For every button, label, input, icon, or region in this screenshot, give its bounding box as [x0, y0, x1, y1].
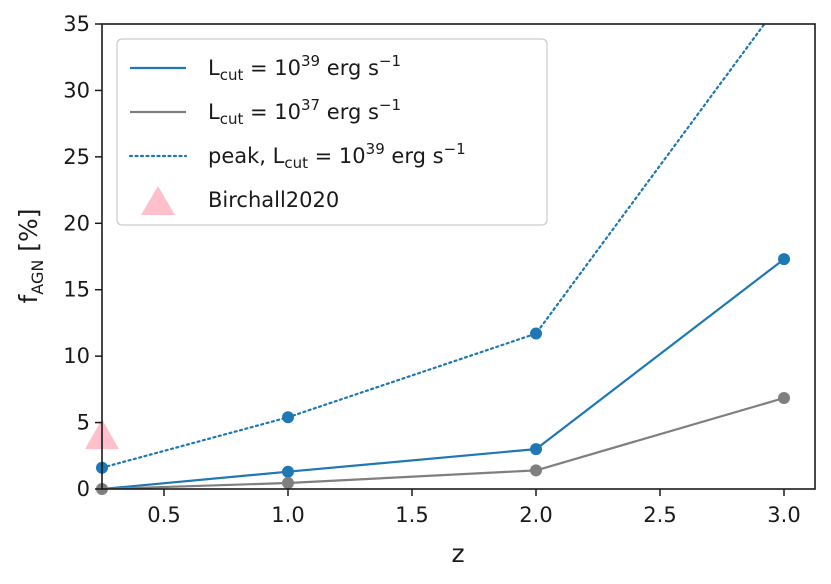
x-tick-label: 3.0	[767, 503, 800, 527]
x-tick-label: 1.0	[271, 503, 304, 527]
x-tick-label: 2.5	[643, 503, 676, 527]
y-axis-label-main: f	[14, 294, 43, 304]
plot-frame	[101, 23, 816, 490]
legend-entry-birchall: Birchall2020	[208, 188, 339, 212]
data-point-peak39	[530, 327, 542, 340]
data-point-lcut37	[778, 391, 790, 404]
y-tick-label: 15	[63, 278, 90, 302]
legend-entry-lcut37: Lcut = 1037 erg s−1	[208, 96, 401, 128]
y-tick-label: 0	[77, 477, 90, 501]
legend-box	[116, 38, 548, 226]
data-point-lcut39	[530, 443, 542, 456]
data-point-lcut39	[282, 465, 294, 478]
series-line-lcut37	[102, 396, 785, 489]
y-axis: 0 5 10 15 20 25 30 35	[63, 12, 102, 501]
x-tick-label: 2.0	[519, 503, 552, 527]
y-tick-label: 10	[63, 344, 90, 368]
x-axis: 0.5 1.0 1.5 2.0 2.5 3.0	[147, 489, 801, 527]
y-axis-label-sub: AGN	[28, 260, 47, 295]
legend: Lcut = 1039 erg s−1 Lcut = 1037 erg s−1 …	[116, 38, 548, 226]
y-tick-label: 5	[77, 411, 90, 435]
x-tick-label: 1.5	[395, 503, 428, 527]
y-tick-label: 35	[63, 12, 90, 36]
y-axis-label-rest: [%]	[14, 208, 43, 259]
series-line-peak39	[102, 24, 766, 469]
y-tick-label: 20	[63, 211, 90, 235]
y-tick-label: 25	[63, 145, 90, 169]
data-point-lcut37	[530, 464, 542, 477]
y-axis-label: fAGN [%]	[14, 208, 47, 303]
data-point-peak39	[282, 411, 294, 424]
series-line-lcut39	[102, 258, 785, 489]
legend-entry-peak39: peak, Lcut = 1039 erg s−1	[208, 140, 466, 172]
legend-entry-lcut39: Lcut = 1039 erg s−1	[208, 52, 401, 84]
y-tick-label: 30	[63, 78, 90, 102]
data-point-lcut39	[778, 253, 790, 266]
data-point-lcut37	[282, 477, 294, 490]
series-layer	[102, 24, 785, 489]
legend-swatch-birchall	[141, 186, 175, 215]
x-tick-label: 0.5	[147, 503, 180, 527]
marker-layer	[85, 253, 790, 495]
x-axis-label: z	[451, 539, 464, 568]
